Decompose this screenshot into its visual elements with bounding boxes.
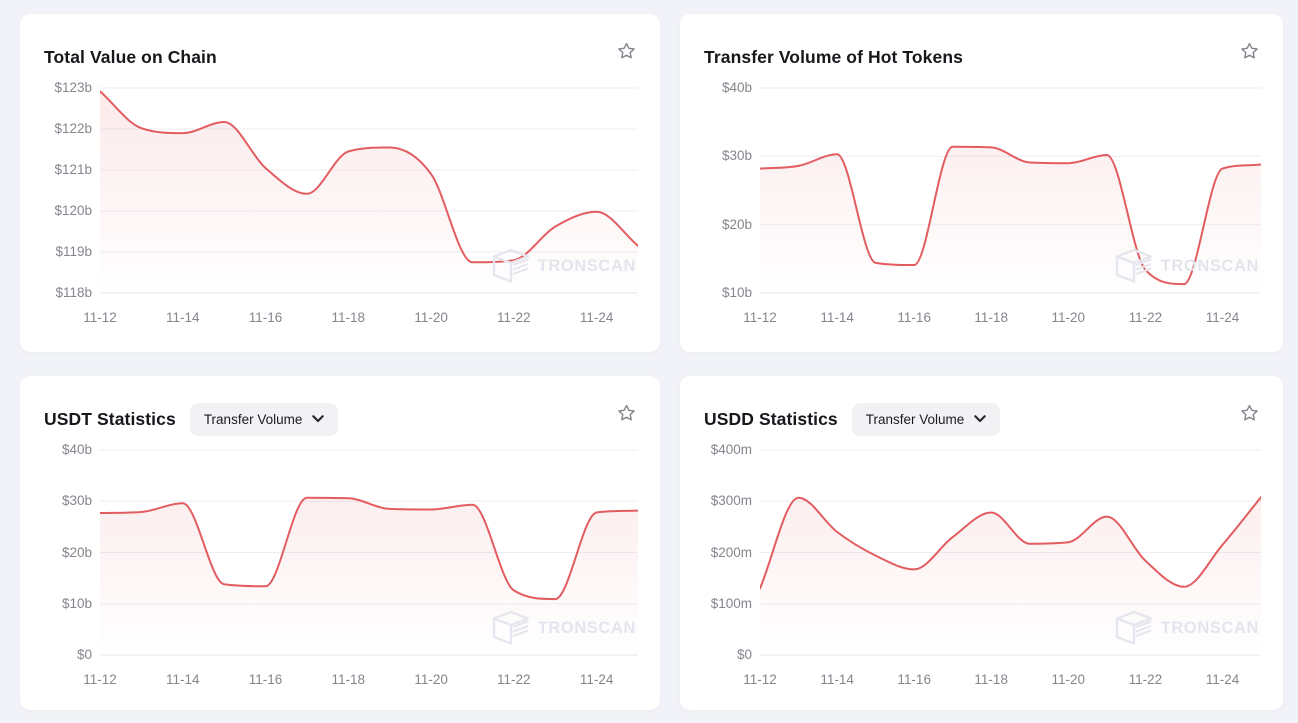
chart-canvas[interactable] bbox=[100, 78, 638, 296]
y-axis-label: $300m bbox=[710, 493, 752, 509]
chart-canvas[interactable] bbox=[100, 440, 638, 658]
x-axis-label: 11-14 bbox=[166, 672, 200, 687]
area-fill bbox=[100, 91, 638, 293]
y-axis-label: $0 bbox=[76, 647, 92, 662]
star-icon bbox=[1241, 42, 1258, 59]
x-axis-label: 11-12 bbox=[83, 672, 117, 687]
area-fill bbox=[760, 146, 1261, 293]
favorite-star-button[interactable] bbox=[1238, 402, 1261, 424]
x-axis-label: 11-16 bbox=[897, 310, 931, 325]
metric-dropdown-label: Transfer Volume bbox=[865, 411, 965, 427]
y-axis-label: $30b bbox=[721, 148, 752, 164]
y-axis-label: $123b bbox=[54, 80, 92, 95]
x-axis-label: 11-18 bbox=[331, 310, 366, 325]
x-axis-label: 11-22 bbox=[497, 672, 531, 687]
x-axis-label: 11-22 bbox=[1128, 672, 1163, 687]
x-axis-label: 11-18 bbox=[974, 310, 1008, 325]
x-axis-label: 11-18 bbox=[331, 672, 366, 687]
y-axis-label: $20b bbox=[61, 544, 92, 560]
x-axis-label: 11-12 bbox=[743, 310, 777, 325]
x-axis-label: 11-20 bbox=[1051, 310, 1086, 325]
x-axis-label: 11-14 bbox=[820, 672, 854, 687]
chart-total-value-on-chain[interactable]: TRONSCAN 11-12 11-14 11-16 11-18 11-20 11-22 11… bbox=[44, 78, 638, 326]
series-line bbox=[760, 145, 1261, 286]
chart-usdd-statistics[interactable]: TRONSCAN 11-12 11-14 11-16 11-18 11-20 11-22 11… bbox=[704, 440, 1261, 688]
x-axis-label: 11-20 bbox=[414, 310, 448, 325]
card-usdt-statistics: USDT Statistics Transfer Volume TRONSCAN… bbox=[20, 376, 660, 710]
x-axis: 11-12 11-14 11-16 11-18 11-20 11-22 11-24 bbox=[743, 658, 1261, 688]
x-axis-label: 11-24 bbox=[1205, 310, 1240, 325]
chart-usdt-statistics[interactable]: TRONSCAN 11-12 11-14 11-16 11-18 11-20 11-22 11… bbox=[44, 440, 638, 688]
card-transfer-volume-hot-tokens: Transfer Volume of Hot Tokens TRONSCAN 11… bbox=[680, 14, 1283, 352]
plot-area[interactable]: TRONSCAN 11-12 11-14 11-16 11-18 11-20 11-22 11… bbox=[83, 78, 638, 326]
card-header: USDD Statistics Transfer Volume bbox=[704, 402, 1261, 436]
y-axis-label: $100m bbox=[710, 595, 752, 611]
y-axis-label: $40b bbox=[721, 80, 752, 95]
card-header: Total Value on Chain bbox=[44, 40, 638, 74]
x-axis-label: 11-24 bbox=[1205, 672, 1240, 687]
y-axis-label: $20b bbox=[721, 216, 752, 232]
y-axis-label: $120b bbox=[54, 203, 92, 218]
card-total-value-on-chain: Total Value on Chain TRONSCAN 11-12 11-14 1… bbox=[20, 14, 660, 352]
star-icon bbox=[618, 42, 635, 59]
area-fill bbox=[760, 497, 1261, 655]
x-axis-label: 11-16 bbox=[897, 672, 931, 687]
metric-dropdown[interactable]: Transfer Volume bbox=[851, 402, 1001, 436]
x-axis: 11-12 11-14 11-16 11-18 11-20 11-22 11-24 bbox=[83, 658, 638, 688]
y-axis-label: $10b bbox=[721, 285, 752, 300]
card-title: Transfer Volume of Hot Tokens bbox=[704, 46, 963, 67]
x-axis-label: 11-16 bbox=[248, 672, 283, 687]
card-header: USDT Statistics Transfer Volume bbox=[44, 402, 638, 436]
card-header: Transfer Volume of Hot Tokens bbox=[704, 40, 1261, 74]
y-axis-label: $122b bbox=[54, 121, 92, 136]
y-axis-label: $0 bbox=[736, 647, 752, 662]
favorite-star-button[interactable] bbox=[1238, 40, 1261, 62]
x-axis: 11-12 11-14 11-16 11-18 11-20 11-22 11-24 bbox=[743, 296, 1261, 326]
favorite-star-button[interactable] bbox=[615, 402, 638, 424]
chart-canvas[interactable] bbox=[760, 78, 1261, 296]
favorite-star-button[interactable] bbox=[615, 40, 638, 62]
y-axis-label: $119b bbox=[55, 244, 92, 259]
y-axis-label: $10b bbox=[61, 595, 92, 611]
card-title: Total Value on Chain bbox=[44, 46, 217, 67]
x-axis-label: 11-24 bbox=[579, 672, 614, 687]
x-axis: 11-12 11-14 11-16 11-18 11-20 11-22 11-24 bbox=[83, 296, 638, 326]
x-axis-label: 11-24 bbox=[579, 310, 614, 325]
area-fill bbox=[100, 497, 638, 655]
x-axis-label: 11-22 bbox=[1128, 310, 1163, 325]
plot-area[interactable]: TRONSCAN 11-12 11-14 11-16 11-18 11-20 11-22 11… bbox=[743, 440, 1261, 688]
x-axis-label: 11-18 bbox=[974, 672, 1008, 687]
star-icon bbox=[618, 404, 635, 421]
x-axis-label: 11-22 bbox=[497, 310, 531, 325]
x-axis-label: 11-20 bbox=[414, 672, 448, 687]
x-axis-label: 11-14 bbox=[166, 310, 200, 325]
metric-dropdown-label: Transfer Volume bbox=[203, 411, 303, 427]
y-axis-label: $200m bbox=[710, 544, 752, 560]
card-title: USDD Statistics bbox=[704, 408, 838, 429]
series-line bbox=[100, 496, 638, 601]
x-axis-label: 11-12 bbox=[743, 672, 777, 687]
card-title: USDT Statistics bbox=[44, 408, 176, 429]
chart-canvas[interactable] bbox=[760, 440, 1261, 658]
plot-area[interactable]: TRONSCAN 11-12 11-14 11-16 11-18 11-20 11-22 11… bbox=[83, 440, 638, 688]
chevron-down-icon bbox=[312, 415, 325, 423]
y-axis-label: $40b bbox=[61, 442, 92, 457]
metric-dropdown[interactable]: Transfer Volume bbox=[189, 402, 339, 436]
x-axis-label: 11-16 bbox=[248, 310, 283, 325]
y-axis-label: $121b bbox=[54, 162, 92, 177]
star-icon bbox=[1241, 404, 1258, 421]
chart-transfer-volume-hot-tokens[interactable]: TRONSCAN 11-12 11-14 11-16 11-18 11-20 11-22 11… bbox=[704, 78, 1261, 326]
plot-area[interactable]: TRONSCAN 11-12 11-14 11-16 11-18 11-20 11-22 11… bbox=[743, 78, 1261, 326]
x-axis-label: 11-14 bbox=[820, 310, 854, 325]
series-line bbox=[100, 90, 638, 264]
chevron-down-icon bbox=[974, 415, 987, 423]
x-axis-label: 11-20 bbox=[1051, 672, 1086, 687]
x-axis-label: 11-12 bbox=[83, 310, 117, 325]
card-usdd-statistics: USDD Statistics Transfer Volume TRONSCAN… bbox=[680, 376, 1283, 710]
y-axis-label: $400m bbox=[710, 442, 752, 457]
y-axis-label: $30b bbox=[61, 493, 92, 509]
series-line bbox=[760, 496, 1261, 590]
y-axis-label: $118b bbox=[55, 285, 92, 300]
